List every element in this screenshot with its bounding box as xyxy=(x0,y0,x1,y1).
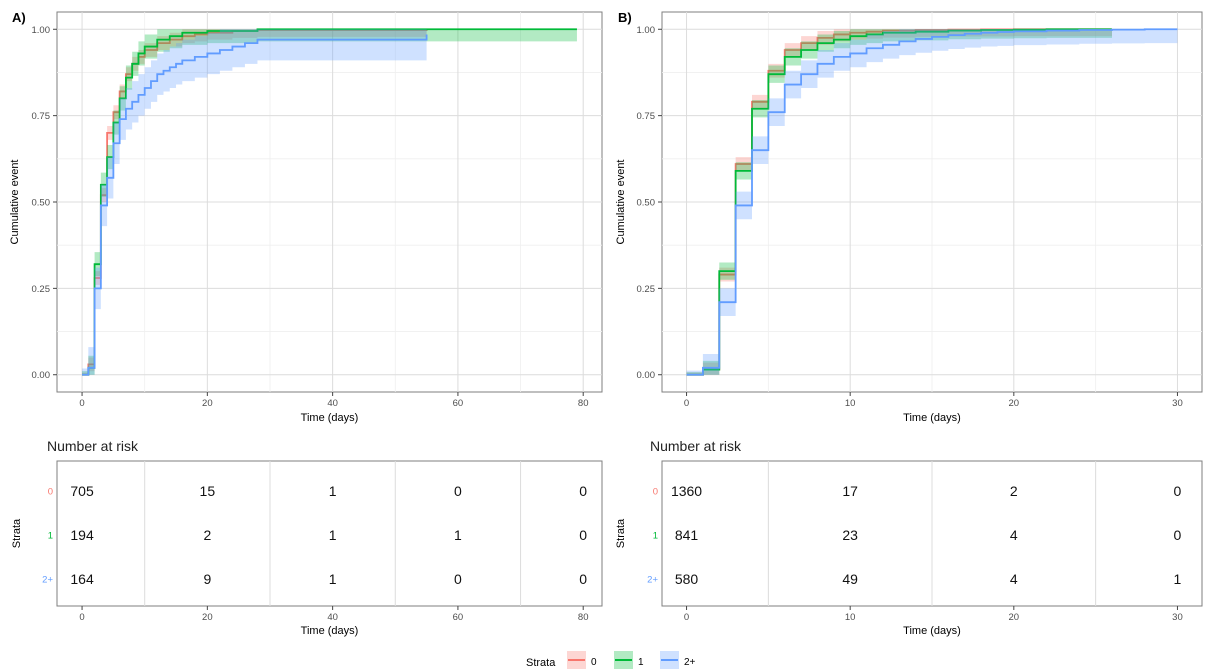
panel-tag: B) xyxy=(618,10,632,25)
risk-x-tick-label: 30 xyxy=(1172,612,1183,623)
risk-x-tick-label: 80 xyxy=(578,612,589,623)
legend-label: 2+ xyxy=(684,657,696,668)
risk-count: 0 xyxy=(579,571,587,587)
risk-x-tick-label: 0 xyxy=(79,612,84,623)
y-tick-label: 1.00 xyxy=(637,25,656,36)
y-tick-label: 0.00 xyxy=(32,370,51,381)
risk-strata-tick-0: 0 xyxy=(653,487,658,498)
risk-x-tick-label: 20 xyxy=(1009,612,1020,623)
y-tick-label: 0.25 xyxy=(637,284,656,295)
risk-strata-tick-1: 1 xyxy=(48,531,53,542)
risk-count: 17 xyxy=(842,483,858,499)
y-tick-label: 0.50 xyxy=(32,198,51,209)
x-tick-label: 80 xyxy=(578,398,589,409)
risk-x-tick-label: 20 xyxy=(202,612,213,623)
risk-x-axis-label: Time (days) xyxy=(903,625,961,637)
risk-count: 841 xyxy=(675,527,699,543)
risk-count: 49 xyxy=(842,571,858,587)
risk-x-tick-label: 60 xyxy=(453,612,464,623)
x-tick-label: 0 xyxy=(684,398,689,409)
risk-count: 0 xyxy=(579,483,587,499)
panel-b: 0 10 20 300.000.250.500.751.00B)Time (days)… xyxy=(615,10,1203,637)
risk-count: 4 xyxy=(1010,527,1018,543)
x-tick-label: 0 xyxy=(79,398,84,409)
risk-count: 2 xyxy=(203,527,211,543)
risk-count: 15 xyxy=(200,483,216,499)
legend-key-1: 1 xyxy=(614,651,644,669)
risk-table-title: Number at risk xyxy=(650,438,742,454)
y-tick-label: 0.00 xyxy=(637,370,656,381)
panel-tag: A) xyxy=(12,10,26,25)
risk-count: 0 xyxy=(1174,527,1182,543)
risk-count: 1 xyxy=(454,527,462,543)
risk-x-tick-label: 0 xyxy=(684,612,689,623)
risk-table-title: Number at risk xyxy=(47,438,139,454)
risk-count: 1 xyxy=(329,527,337,543)
risk-count: 1 xyxy=(329,571,337,587)
risk-x-tick-label: 40 xyxy=(327,612,338,623)
risk-count: 2 xyxy=(1010,483,1018,499)
legend-label: 0 xyxy=(591,657,597,668)
y-tick-label: 1.00 xyxy=(32,25,51,36)
y-axis-label: Cumulative event xyxy=(9,160,21,245)
legend-title: Strata xyxy=(526,657,556,669)
risk-count: 0 xyxy=(454,483,462,499)
risk-count: 1360 xyxy=(671,483,702,499)
risk-count: 9 xyxy=(203,571,211,587)
y-tick-label: 0.75 xyxy=(32,111,51,122)
risk-count: 0 xyxy=(579,527,587,543)
risk-count: 164 xyxy=(70,571,94,587)
risk-count: 1 xyxy=(329,483,337,499)
series-line-2plus xyxy=(82,34,428,376)
risk-table-border xyxy=(56,460,603,607)
panel-a: 0 20 40 60 800.000.250.500.751.00A)Time (day… xyxy=(9,10,603,637)
x-tick-label: 20 xyxy=(1009,398,1020,409)
risk-count: 0 xyxy=(454,571,462,587)
y-tick-label: 0.25 xyxy=(32,284,51,295)
risk-count: 4 xyxy=(1010,571,1018,587)
risk-count: 580 xyxy=(675,571,699,587)
legend: Strata 0 1 2+ xyxy=(526,651,696,669)
risk-x-axis-label: Time (days) xyxy=(301,625,359,637)
risk-count: 23 xyxy=(842,527,858,543)
risk-x-tick-label: 10 xyxy=(845,612,856,623)
legend-key-0: 0 xyxy=(567,651,597,669)
risk-strata-label: Strata xyxy=(11,518,23,548)
x-tick-label: 40 xyxy=(327,398,338,409)
risk-count: 0 xyxy=(1174,483,1182,499)
risk-strata-tick-2plus: 2+ xyxy=(42,575,53,586)
series-line-2plus xyxy=(686,28,1178,376)
y-tick-label: 0.50 xyxy=(637,198,656,209)
x-tick-label: 20 xyxy=(202,398,213,409)
y-tick-label: 0.75 xyxy=(637,111,656,122)
x-tick-label: 60 xyxy=(453,398,464,409)
risk-count: 705 xyxy=(70,483,94,499)
x-tick-label: 30 xyxy=(1172,398,1183,409)
risk-strata-label: Strata xyxy=(615,518,627,548)
risk-strata-tick-2plus: 2+ xyxy=(647,575,658,586)
y-axis-label: Cumulative event xyxy=(615,160,627,245)
x-tick-label: 10 xyxy=(845,398,856,409)
risk-count: 194 xyxy=(70,527,94,543)
x-axis-label: Time (days) xyxy=(301,412,359,424)
risk-strata-tick-1: 1 xyxy=(653,531,658,542)
legend-key-2plus: 2+ xyxy=(660,651,696,669)
legend-label: 1 xyxy=(638,657,644,668)
x-axis-label: Time (days) xyxy=(903,412,961,424)
risk-strata-tick-0: 0 xyxy=(48,487,53,498)
series-line-1 xyxy=(686,28,1112,376)
risk-count: 1 xyxy=(1174,571,1182,587)
